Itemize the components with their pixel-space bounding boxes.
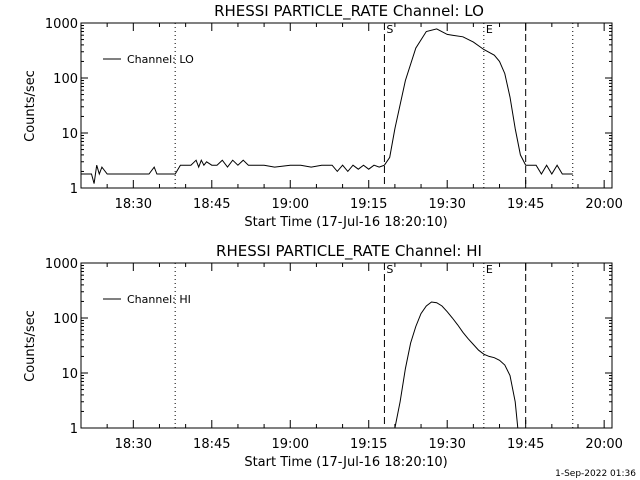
y-tick-label: 10	[61, 367, 78, 382]
x-axis-label: Start Time (17-Jul-16 18:20:10)	[244, 215, 447, 230]
x-tick-label: 19:45	[507, 437, 544, 452]
x-tick-label: 19:15	[350, 197, 387, 212]
y-tick-label: 1	[70, 182, 78, 197]
x-tick-label: 20:00	[585, 197, 622, 212]
series-line-lo	[81, 28, 573, 184]
x-tick-label: 18:30	[115, 437, 152, 452]
time-marker-label: S	[386, 263, 393, 276]
x-tick-label: 20:00	[585, 437, 622, 452]
panel-hi: RHESSI PARTICLE_RATE Channel: HI 1 10 100 1…	[23, 242, 623, 470]
y-tick-label: 10	[61, 127, 78, 142]
x-tick-label: 19:00	[272, 437, 309, 452]
chart-title: RHESSI PARTICLE_RATE Channel: HI	[216, 242, 482, 261]
plot-frame	[80, 22, 613, 189]
plot-frame	[80, 262, 613, 429]
y-tick-label: 1000	[45, 17, 78, 32]
time-marker-label: E	[486, 23, 493, 36]
time-marker-label: S	[386, 23, 393, 36]
y-axis-label: Counts/sec	[23, 70, 38, 142]
series-line-hi	[394, 301, 519, 429]
y-axis-label: Counts/sec	[23, 310, 38, 382]
x-axis-label: Start Time (17-Jul-16 18:20:10)	[244, 455, 447, 470]
y-tick-label: 100	[53, 312, 78, 327]
y-tick-label: 1000	[45, 257, 78, 272]
x-tick-label: 19:45	[507, 197, 544, 212]
legend-label: Channel: HI	[127, 293, 191, 306]
x-tick-label: 18:30	[115, 197, 152, 212]
x-tick-label: 19:30	[428, 197, 465, 212]
footer-timestamp: 1-Sep-2022 01:36	[555, 469, 636, 479]
x-tick-label: 18:45	[193, 197, 230, 212]
time-marker-label: E	[486, 263, 493, 276]
panel-lo: RHESSI PARTICLE_RATE Channel: LO 1 10 100 1…	[23, 2, 623, 230]
chart-title: RHESSI PARTICLE_RATE Channel: LO	[214, 2, 484, 21]
x-tick-label: 19:30	[428, 437, 465, 452]
legend-label: Channel: LO	[127, 53, 194, 66]
y-tick-label: 100	[53, 72, 78, 87]
x-tick-label: 18:45	[193, 437, 230, 452]
y-tick-label: 1	[70, 422, 78, 437]
x-tick-label: 19:15	[350, 437, 387, 452]
x-tick-label: 19:00	[272, 197, 309, 212]
